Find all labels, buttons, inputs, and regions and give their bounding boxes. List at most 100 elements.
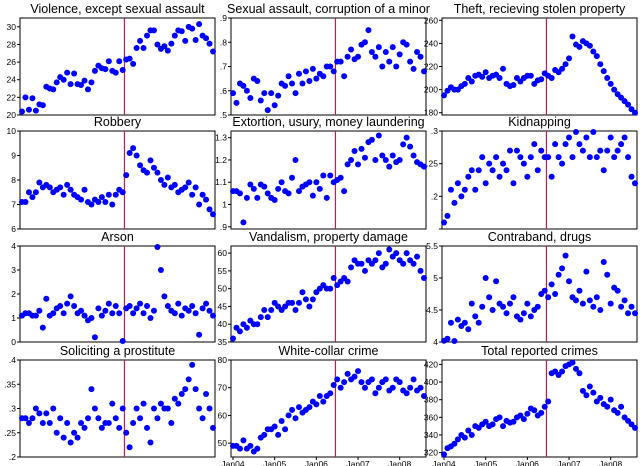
- data-point: [503, 310, 510, 317]
- data-point: [461, 80, 468, 87]
- data-point: [517, 316, 524, 323]
- y-tick-label: 4: [11, 241, 16, 251]
- data-point: [351, 148, 358, 155]
- data-point: [157, 177, 164, 183]
- data-point: [368, 376, 375, 383]
- data-point: [421, 275, 427, 281]
- data-point: [604, 75, 611, 82]
- data-point: [67, 186, 74, 193]
- data-point: [313, 75, 320, 82]
- y-tick-label: 5: [433, 273, 438, 283]
- data-point: [78, 82, 85, 89]
- data-point: [451, 338, 458, 344]
- data-point: [154, 244, 161, 250]
- data-point: [254, 445, 261, 452]
- data-point: [147, 157, 154, 164]
- panel-5: Extortion, usury, money laundering .9 1 1.1…: [215, 115, 427, 232]
- data-point: [126, 55, 133, 62]
- data-point: [178, 28, 185, 35]
- data-point: [150, 405, 157, 412]
- data-point: [243, 87, 250, 94]
- panel-title: Soliciting a prostitute: [60, 344, 175, 358]
- data-point: [140, 400, 147, 407]
- data-point: [506, 147, 513, 154]
- panel-9: Contraband, drugs 4 4.5 5 5.5: [426, 230, 638, 347]
- data-point: [64, 69, 71, 76]
- y-tick-label: 6: [11, 224, 16, 234]
- data-point: [379, 63, 386, 70]
- data-point: [555, 154, 562, 161]
- data-point: [133, 305, 140, 312]
- data-point: [292, 415, 299, 422]
- data-point: [579, 147, 586, 154]
- data-point: [154, 169, 161, 176]
- data-point: [119, 338, 126, 344]
- panel-7: Arson 0 1 2 3 4: [11, 230, 216, 347]
- data-point: [189, 303, 196, 309]
- data-point: [465, 326, 472, 333]
- data-point: [520, 310, 527, 317]
- data-point: [541, 403, 548, 410]
- data-point: [562, 141, 569, 148]
- data-point: [175, 300, 182, 307]
- data-point: [109, 310, 116, 317]
- data-point: [548, 173, 555, 180]
- data-point: [254, 321, 261, 328]
- data-point: [441, 92, 447, 99]
- data-point: [299, 289, 306, 296]
- data-point: [196, 21, 203, 28]
- y-tick-label: 50: [218, 284, 228, 294]
- data-point: [396, 156, 403, 163]
- data-point: [632, 109, 638, 116]
- data-point: [278, 179, 285, 186]
- data-point: [421, 163, 427, 170]
- data-point: [123, 172, 130, 179]
- data-point: [46, 420, 53, 427]
- data-point: [236, 445, 243, 452]
- data-point: [32, 107, 39, 114]
- data-point: [67, 439, 74, 446]
- data-point: [81, 424, 88, 431]
- data-point: [441, 219, 447, 226]
- y-tick-label: .25: [4, 428, 16, 438]
- data-point: [458, 193, 465, 200]
- data-point: [185, 376, 192, 383]
- data-point: [64, 300, 71, 307]
- data-point: [479, 154, 486, 161]
- y-tick-label: 20: [7, 110, 17, 120]
- data-point: [95, 415, 102, 422]
- data-point: [105, 420, 112, 427]
- data-point: [414, 48, 421, 55]
- data-point: [285, 73, 292, 80]
- data-point: [295, 404, 302, 411]
- panel-title: Sexual assault, corruption of a minor: [227, 2, 430, 16]
- data-point: [386, 246, 393, 253]
- y-tick-label: 7: [11, 200, 16, 210]
- data-point: [500, 160, 507, 167]
- y-tick-label: 10: [7, 126, 17, 136]
- data-point: [192, 184, 199, 191]
- data-point: [295, 70, 302, 77]
- data-point: [410, 65, 417, 72]
- data-point: [71, 429, 78, 436]
- data-point: [236, 190, 243, 197]
- data-point: [410, 376, 417, 383]
- data-point: [233, 99, 240, 106]
- data-point: [247, 95, 254, 102]
- data-point: [407, 58, 414, 65]
- data-point: [611, 154, 618, 161]
- panel-title: White-collar crime: [278, 344, 378, 358]
- data-point: [164, 47, 171, 54]
- y-tick-label: 0: [11, 337, 16, 347]
- data-point: [254, 194, 261, 201]
- data-point: [302, 296, 309, 303]
- data-point: [618, 303, 625, 310]
- data-point: [386, 58, 393, 65]
- data-point: [67, 293, 74, 300]
- data-point: [566, 55, 573, 62]
- data-point: [60, 310, 67, 317]
- panel-3: Theft, recieving stolen property 180 200 22…: [424, 2, 638, 118]
- plot-frame: [441, 245, 638, 343]
- data-point: [337, 58, 344, 65]
- x-tick-label: Jan06: [305, 459, 328, 466]
